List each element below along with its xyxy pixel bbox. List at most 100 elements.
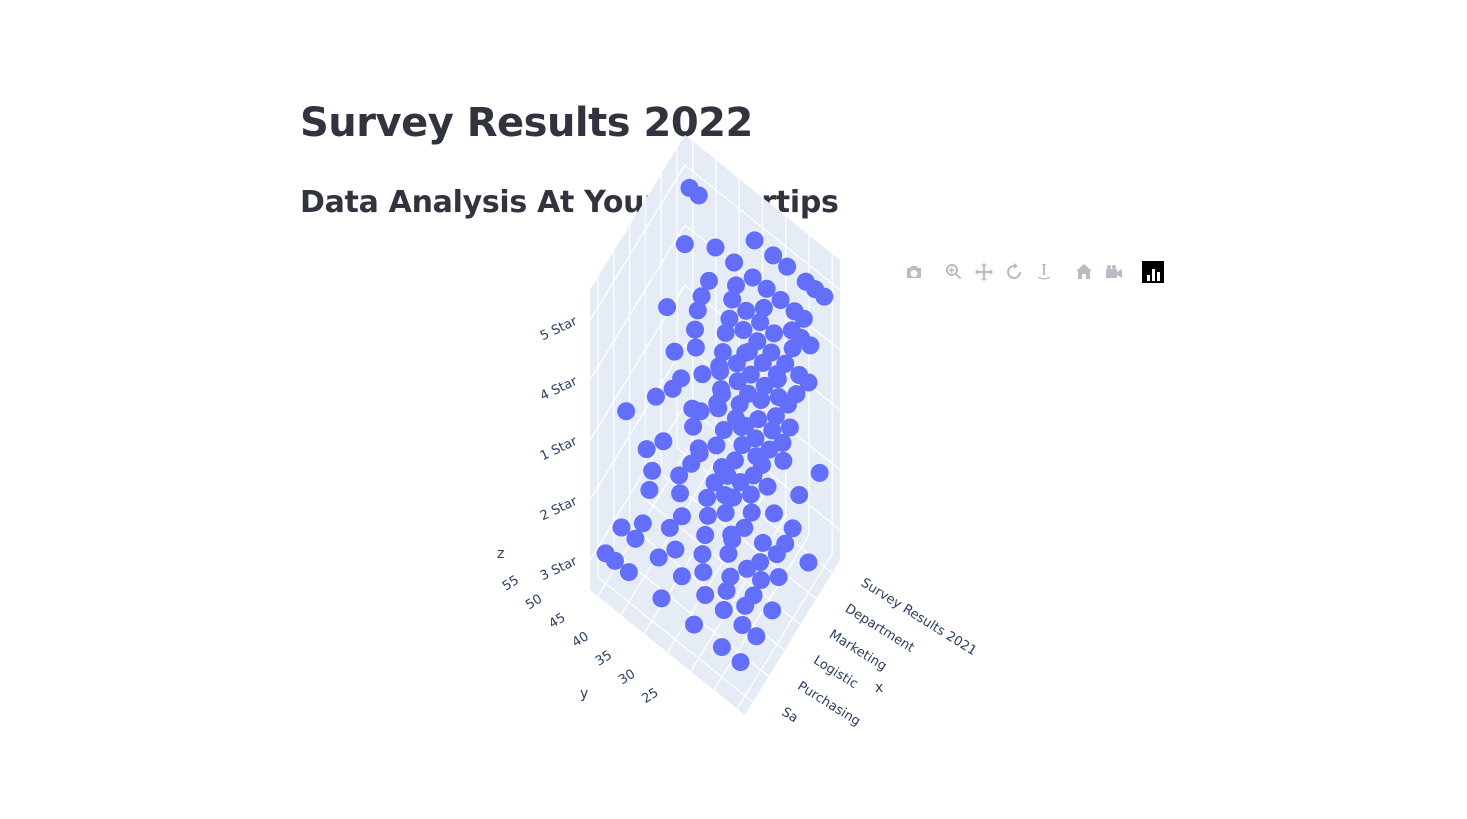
scatter-point[interactable] [746,231,764,249]
scatter-point[interactable] [744,269,762,287]
scatter-point[interactable] [690,186,708,204]
scatter-point[interactable] [692,402,710,420]
scatter-point[interactable] [718,582,736,600]
scatter-point[interactable] [768,365,786,383]
scatter-point[interactable] [765,324,783,342]
scatter-point[interactable] [719,545,737,563]
scatter-point[interactable] [673,567,691,585]
scatter-point[interactable] [758,280,776,298]
scatter-point[interactable] [617,402,635,420]
scatter-point[interactable] [779,396,797,414]
scatter-point[interactable] [638,440,656,458]
scatter-point[interactable] [784,339,802,357]
scatter-point[interactable] [717,504,735,522]
scatter-point[interactable] [754,354,772,372]
scatter-point[interactable] [800,374,818,392]
scatter-point[interactable] [640,481,658,499]
scatter-point[interactable] [740,343,758,361]
scatter-point[interactable] [643,462,661,480]
scatter-point[interactable] [765,504,783,522]
scatter-point[interactable] [684,418,702,436]
scatter-point[interactable] [724,489,742,507]
scatter-point[interactable] [693,365,711,383]
scatter-point[interactable] [650,549,668,567]
scatter-point[interactable] [774,452,792,470]
scatter-point[interactable] [733,436,751,454]
scatter-point[interactable] [733,616,751,634]
scatter-point[interactable] [686,321,704,339]
scatter-point[interactable] [725,254,743,272]
scatter-point[interactable] [778,258,796,276]
scatter-point[interactable] [795,310,813,328]
scatter-point[interactable] [752,391,770,409]
scatter-point[interactable] [710,357,728,375]
scatter-point[interactable] [673,507,691,525]
scatter-point[interactable] [743,504,761,522]
scatter-point[interactable] [713,458,731,476]
scatter-point[interactable] [685,616,703,634]
scatter-point[interactable] [634,514,652,532]
scatter-point[interactable] [664,380,682,398]
scatter-point[interactable] [687,339,705,357]
scatter-point[interactable] [732,653,750,671]
scatter-point[interactable] [713,638,731,656]
scatter-point[interactable] [722,526,740,544]
scatter-point[interactable] [759,478,777,496]
scatter-point[interactable] [729,372,747,390]
scatter-point[interactable] [770,568,788,586]
scatter-point[interactable] [737,302,755,320]
scatter-point[interactable] [790,486,808,504]
scatter-point[interactable] [698,489,716,507]
scatter-point[interactable] [707,239,725,257]
scatter-point[interactable] [626,530,644,548]
scatter-point[interactable] [723,291,741,309]
scatter-point[interactable] [763,421,781,439]
scatter-point[interactable] [666,541,684,559]
scatter-point[interactable] [694,563,712,581]
scatter-point[interactable] [747,447,765,465]
scatter-point[interactable] [652,589,670,607]
scatter-point[interactable] [754,534,772,552]
scatter-point[interactable] [606,552,624,570]
scatter-point[interactable] [666,343,684,361]
scatter-point[interactable] [658,298,676,316]
scatter-point[interactable] [620,563,638,581]
scatter-point[interactable] [682,455,700,473]
scatter-point[interactable] [717,324,735,342]
scatter-point[interactable] [784,519,802,537]
scatter-point[interactable] [811,464,829,482]
scatter-point[interactable] [736,597,754,615]
scatter-point[interactable] [690,439,708,457]
scatter-point[interactable] [781,419,799,437]
scatter-point[interactable] [708,394,726,412]
scatter-point[interactable] [699,507,717,525]
scatter-point[interactable] [732,473,750,491]
scatter-point[interactable] [700,272,718,290]
scatter-point[interactable] [715,601,733,619]
scatter-point[interactable] [763,601,781,619]
scatter-point[interactable] [647,388,665,406]
scatter-point[interactable] [689,301,707,319]
scatter-point[interactable] [736,417,754,435]
scatter-point[interactable] [801,336,819,354]
scatter-point[interactable] [707,436,725,454]
scatter-point[interactable] [696,586,714,604]
scatter-point[interactable] [738,560,756,578]
scatter-point[interactable] [706,474,724,492]
scatter-point[interactable] [676,235,694,253]
scatter-point[interactable] [654,432,672,450]
scatter-point[interactable] [768,545,786,563]
scatter-point[interactable] [764,246,782,264]
scatter-point[interactable] [752,571,770,589]
scatter-point[interactable] [613,519,631,537]
scatter-point[interactable] [815,288,833,306]
scatter-point[interactable] [696,526,714,544]
scatter-point[interactable] [671,484,689,502]
scatter-point[interactable] [772,291,790,309]
scatter-point[interactable] [747,627,765,645]
scatter-point[interactable] [800,554,818,572]
scatter-point[interactable] [734,321,752,339]
scatter-point[interactable] [751,313,769,331]
scatter-point[interactable] [693,545,711,563]
